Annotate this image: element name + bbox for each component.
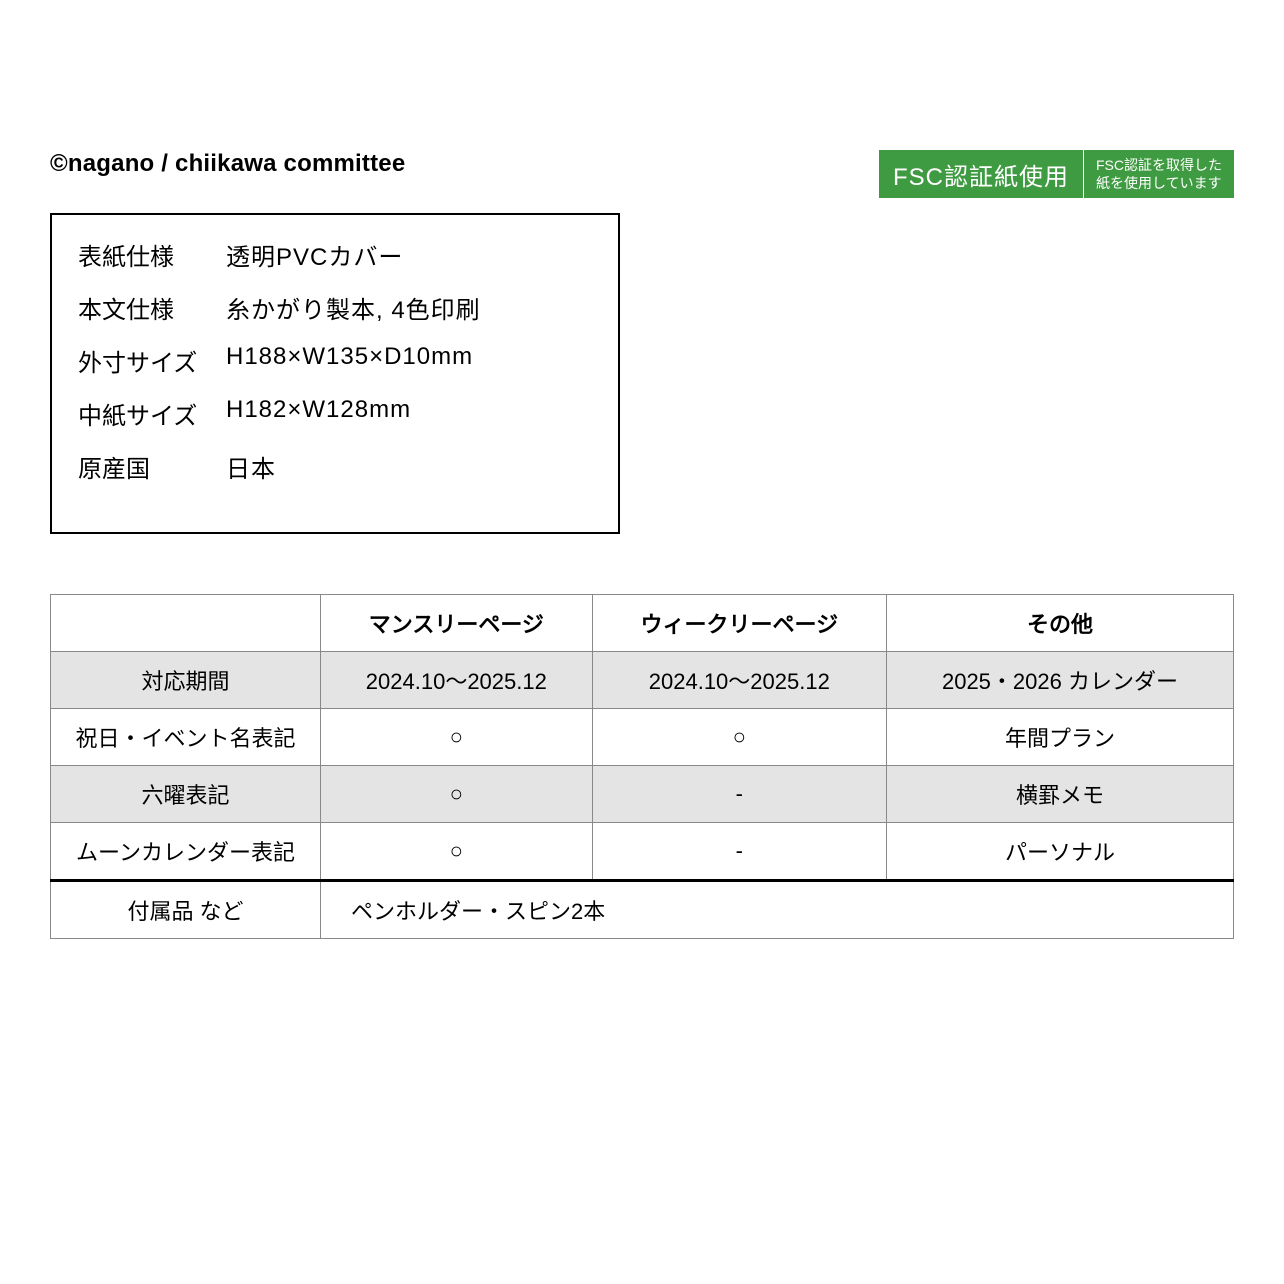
copyright-text: ©nagano / chiikawa committee — [50, 150, 405, 178]
row-label: 祝日・イベント名表記 — [51, 709, 321, 766]
spec-value: 透明PVCカバー — [226, 237, 403, 272]
fsc-badge-left: FSC認証紙使用 — [879, 150, 1083, 198]
row-cell: ○ — [321, 766, 593, 823]
spec-label: 中紙サイズ — [78, 396, 226, 431]
spec-row: 外寸サイズ H188×W135×D10mm — [78, 343, 592, 378]
spec-label: 本文仕様 — [78, 290, 226, 325]
spec-value: H188×W135×D10mm — [226, 343, 473, 378]
row-cell: - — [592, 766, 886, 823]
spec-row: 表紙仕様 透明PVCカバー — [78, 237, 592, 272]
row-cell: 2024.10～2025.12 — [321, 652, 593, 709]
spec-label: 表紙仕様 — [78, 237, 226, 272]
table-header-weekly: ウィークリーページ — [592, 595, 886, 652]
spec-box: 表紙仕様 透明PVCカバー 本文仕様 糸かがり製本, 4色印刷 外寸サイズ H1… — [50, 213, 620, 534]
fsc-badge: FSC認証紙使用 FSC認証を取得した 紙を使用しています — [879, 150, 1234, 198]
row-cell: - — [592, 823, 886, 881]
table-header-row: マンスリーページ ウィークリーページ その他 — [51, 595, 1234, 652]
fsc-badge-right: FSC認証を取得した 紙を使用しています — [1084, 150, 1234, 198]
spec-label: 外寸サイズ — [78, 343, 226, 378]
table-row: ムーンカレンダー表記 ○ - パーソナル — [51, 823, 1234, 881]
row-cell: 2025・2026 カレンダー — [886, 652, 1233, 709]
spec-row: 原産国 日本 — [78, 449, 592, 484]
spec-row: 本文仕様 糸かがり製本, 4色印刷 — [78, 290, 592, 325]
table-row: 対応期間 2024.10～2025.12 2024.10～2025.12 202… — [51, 652, 1234, 709]
row-label: 六曜表記 — [51, 766, 321, 823]
spec-row: 中紙サイズ H182×W128mm — [78, 396, 592, 431]
comparison-table: マンスリーページ ウィークリーページ その他 対応期間 2024.10～2025… — [50, 594, 1234, 939]
table-header-blank — [51, 595, 321, 652]
row-label: ムーンカレンダー表記 — [51, 823, 321, 881]
attachments-label: 付属品 など — [51, 881, 321, 939]
table-row: 祝日・イベント名表記 ○ ○ 年間プラン — [51, 709, 1234, 766]
fsc-right-line1: FSC認証を取得した — [1096, 156, 1222, 174]
row-cell: パーソナル — [886, 823, 1233, 881]
spec-value: H182×W128mm — [226, 396, 411, 431]
row-cell: ○ — [321, 709, 593, 766]
attachments-row: 付属品 など ペンホルダー・スピン2本 — [51, 881, 1234, 939]
spec-label: 原産国 — [78, 449, 226, 484]
top-row: ©nagano / chiikawa committee FSC認証紙使用 FS… — [50, 150, 1234, 198]
spec-value: 日本 — [226, 449, 276, 484]
fsc-right-line2: 紙を使用しています — [1096, 174, 1222, 192]
spec-value: 糸かがり製本, 4色印刷 — [226, 290, 481, 325]
row-cell: ○ — [321, 823, 593, 881]
table-header-other: その他 — [886, 595, 1233, 652]
row-cell: 2024.10～2025.12 — [592, 652, 886, 709]
row-cell: 横罫メモ — [886, 766, 1233, 823]
table-row: 六曜表記 ○ - 横罫メモ — [51, 766, 1234, 823]
row-label: 対応期間 — [51, 652, 321, 709]
table-header-monthly: マンスリーページ — [321, 595, 593, 652]
row-cell: 年間プラン — [886, 709, 1233, 766]
row-cell: ○ — [592, 709, 886, 766]
attachments-value: ペンホルダー・スピン2本 — [321, 881, 1234, 939]
